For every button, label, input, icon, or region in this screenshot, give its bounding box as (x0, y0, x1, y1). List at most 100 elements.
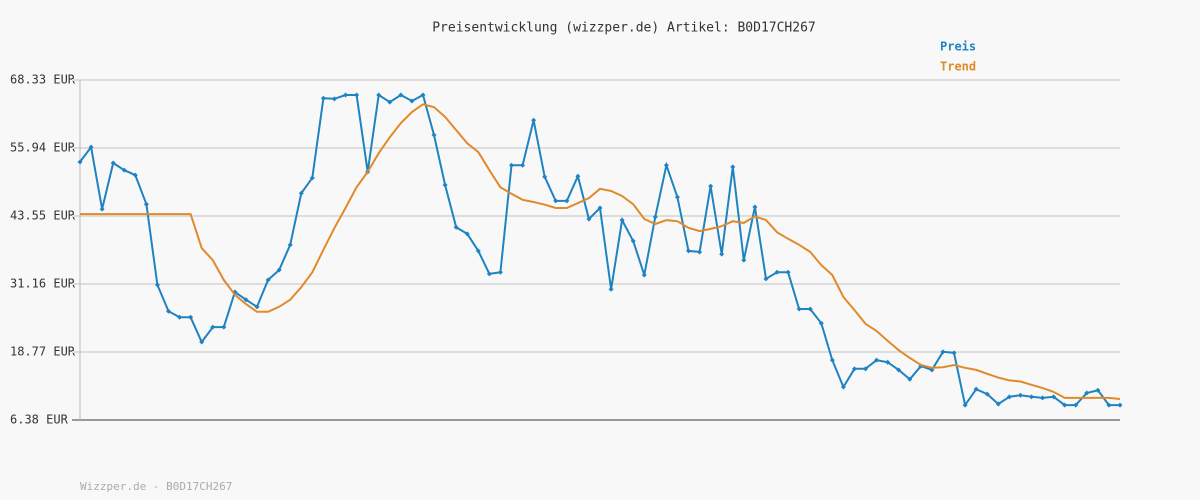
point (630, 238, 636, 244)
point (453, 224, 459, 230)
y-tick-label: 55.94 EUR (10, 141, 76, 155)
point (77, 159, 83, 165)
point (962, 402, 968, 408)
point (697, 249, 703, 255)
y-tick-label: 43.55 EUR (10, 209, 76, 223)
point (265, 277, 271, 283)
legend-label: Preis (940, 40, 976, 54)
point (907, 376, 913, 382)
point (1106, 402, 1112, 408)
point (309, 175, 315, 181)
point (1017, 392, 1023, 398)
point (442, 182, 448, 188)
point (166, 308, 172, 314)
point (531, 117, 537, 123)
point (641, 272, 647, 278)
point (984, 391, 990, 397)
point (1084, 390, 1090, 396)
point (254, 304, 260, 310)
legend-label: Trend (940, 60, 976, 74)
point (1117, 402, 1123, 408)
point (708, 183, 714, 189)
point (619, 217, 625, 223)
point (331, 96, 337, 102)
point (276, 267, 282, 273)
point (110, 160, 116, 166)
point (851, 366, 857, 372)
point (807, 306, 813, 312)
point (973, 386, 979, 392)
point (1028, 394, 1034, 400)
point (508, 162, 514, 168)
point (597, 205, 603, 211)
point (409, 98, 415, 104)
point (210, 324, 216, 330)
y-tick-label: 18.77 EUR (10, 345, 76, 359)
y-tick-label: 31.16 EUR (10, 277, 76, 291)
point (586, 216, 592, 222)
point (143, 201, 149, 207)
point (719, 251, 725, 257)
point (752, 204, 758, 210)
point (564, 198, 570, 204)
point (497, 269, 503, 275)
point (785, 269, 791, 275)
point (177, 314, 183, 320)
point (608, 286, 614, 292)
point (243, 297, 249, 303)
point (520, 162, 526, 168)
point (1095, 387, 1101, 393)
point (686, 248, 692, 254)
point (1040, 395, 1046, 401)
point (420, 92, 426, 98)
point (940, 349, 946, 355)
point (1006, 394, 1012, 400)
point (221, 324, 227, 330)
point (553, 198, 559, 204)
point (818, 320, 824, 326)
point (796, 306, 802, 312)
point (188, 314, 194, 320)
point (763, 276, 769, 282)
point (398, 92, 404, 98)
point (1051, 394, 1057, 400)
point (885, 359, 891, 365)
point (154, 282, 160, 288)
point (376, 92, 382, 98)
point (199, 339, 205, 345)
point (343, 92, 349, 98)
point (829, 357, 835, 363)
series-line (80, 103, 1121, 400)
point (431, 132, 437, 138)
point (354, 92, 360, 98)
point (1062, 402, 1068, 408)
point (995, 401, 1001, 407)
point (896, 367, 902, 373)
point (298, 190, 304, 196)
point (387, 99, 393, 105)
point (951, 350, 957, 356)
point (730, 164, 736, 170)
point (674, 194, 680, 200)
point (663, 162, 669, 168)
point (863, 366, 869, 372)
chart-title: Preisentwicklung (wizzper.de) Artikel: B… (432, 21, 816, 36)
point (652, 214, 658, 220)
point (88, 144, 94, 150)
point (874, 357, 880, 363)
point (486, 271, 492, 277)
point (121, 167, 127, 173)
point (575, 173, 581, 179)
point (132, 172, 138, 178)
point (464, 231, 470, 237)
point (542, 174, 548, 180)
point (774, 269, 780, 275)
point (1073, 402, 1079, 408)
point (320, 95, 326, 101)
point (475, 248, 481, 254)
point (840, 384, 846, 390)
point (287, 242, 293, 248)
